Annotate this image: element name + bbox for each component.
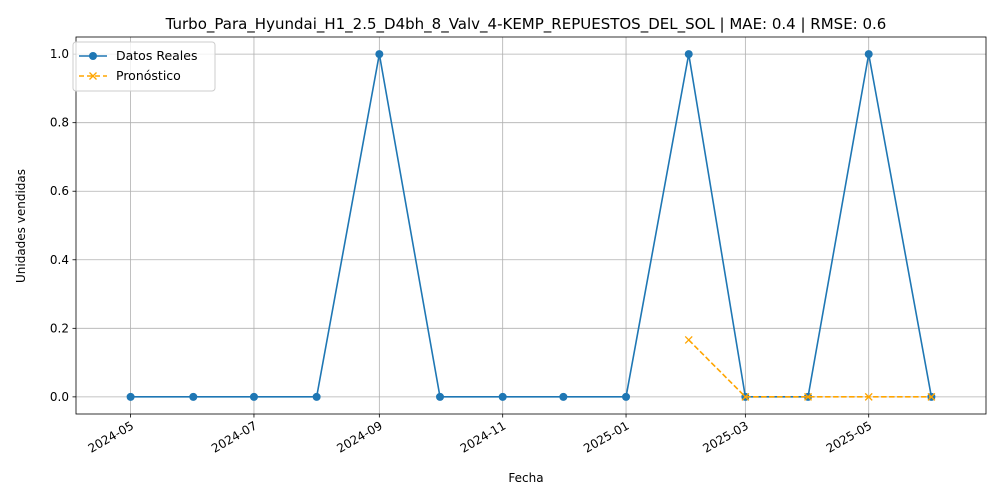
x-axis-label: Fecha (508, 471, 543, 485)
data-point-datos-reales (559, 392, 568, 401)
data-point-pron-stico (804, 392, 813, 401)
data-point-datos-reales (436, 392, 444, 401)
chart-title: Turbo_Para_Hyundai_H1_2.5_D4bh_8_Valv_4-… (165, 15, 887, 34)
data-point-datos-reales (126, 392, 135, 401)
data-point-datos-reales (249, 392, 258, 401)
series-line-pron-stico (688, 339, 932, 398)
data-point-datos-reales (375, 50, 384, 59)
y-tick-label: 0.0 (50, 390, 69, 404)
data-point-pron-stico (864, 392, 873, 401)
y-tick-label: 0.6 (50, 184, 69, 198)
legend-marker-pronostico (89, 72, 97, 80)
legend-marker-datos-reales (89, 52, 97, 60)
legend: Datos Reales Pronóstico (72, 41, 216, 92)
legend-label-pronostico: Pronóstico (116, 68, 181, 83)
data-point-datos-reales (622, 392, 631, 401)
series-layer (126, 50, 936, 401)
data-point-pron-stico (741, 392, 750, 401)
data-point-datos-reales (189, 392, 198, 401)
y-tick-label: 0.2 (50, 321, 69, 335)
y-tick-label: 1.0 (50, 47, 69, 61)
y-axis-ticks: 0.0 0.2 0.4 0.6 0.8 1.0 (50, 47, 76, 404)
y-tick-label: 0.8 (50, 116, 69, 130)
data-point-pron-stico (927, 392, 936, 401)
y-tick-label: 0.4 (50, 253, 69, 267)
y-axis-label: Unidades vendidas (14, 169, 28, 283)
legend-label-datos-reales: Datos Reales (116, 48, 197, 63)
data-point-datos-reales (498, 392, 507, 401)
legend-box (72, 41, 216, 92)
data-point-pron-stico (684, 336, 693, 344)
plot-frame (75, 36, 987, 415)
grid-lines (76, 37, 986, 414)
data-point-datos-reales (684, 50, 693, 59)
data-point-datos-reales (864, 50, 873, 59)
data-point-datos-reales (312, 392, 321, 401)
